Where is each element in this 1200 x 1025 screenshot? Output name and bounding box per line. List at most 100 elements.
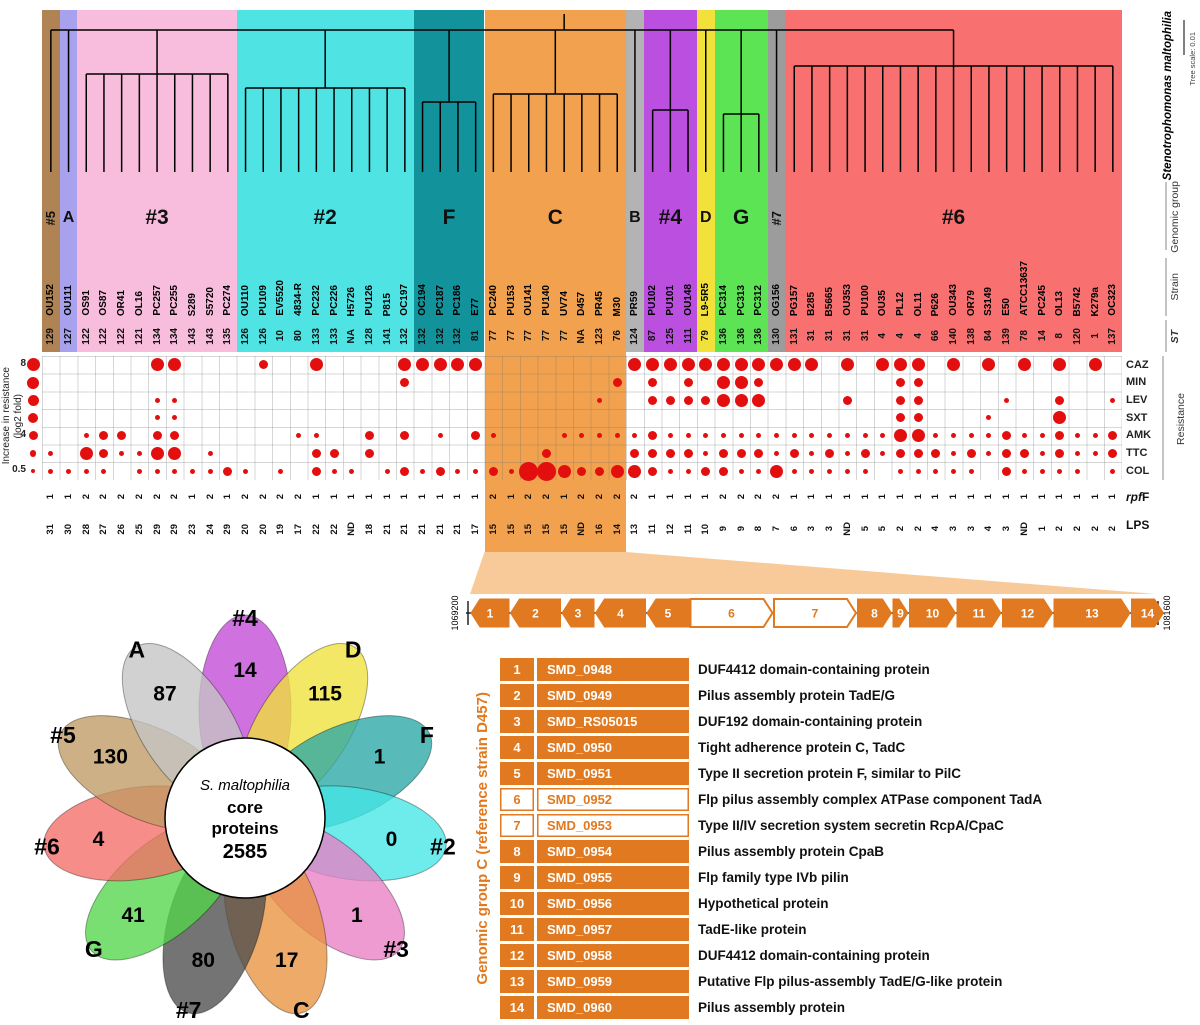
strain-label: PL12 (892, 244, 910, 316)
lps-value: ND (839, 512, 857, 546)
resistance-bubble (579, 433, 585, 439)
group-label-3: #3 (77, 183, 236, 253)
resistance-bubble (119, 450, 125, 456)
resistance-bubble (99, 431, 109, 441)
group-band-a (59, 10, 78, 352)
st-value-text: 77 (505, 330, 517, 342)
lps-value: ND (573, 512, 591, 546)
strain-name-text: OU148 (682, 284, 694, 316)
st-value: 126 (254, 318, 272, 354)
gene-arrow-6 (689, 598, 774, 628)
gene-row-12: 12 SMD_0958 DUF4412 domain-containing prot… (500, 944, 1196, 967)
gene-id: SMD_0955 (537, 866, 689, 889)
lps-value: 3 (821, 512, 839, 546)
resistance-bubble (152, 431, 162, 441)
gene-arrow-number: 8 (871, 607, 878, 621)
lps-value-text: 22 (310, 523, 322, 535)
rpf-value-text: 1 (310, 494, 322, 500)
resistance-bubble (895, 395, 905, 405)
resistance-bubble (150, 446, 164, 460)
rpf-value: 1 (697, 484, 715, 510)
rpf-value: 2 (201, 484, 219, 510)
lps-value-text: 18 (363, 523, 375, 535)
gene-id: SMD_0954 (537, 840, 689, 863)
resistance-bubble (844, 468, 850, 474)
lps-value: 9 (715, 512, 733, 546)
rpf-value-text: 1 (346, 494, 358, 500)
st-value: 31 (839, 318, 857, 354)
st-value: 143 (184, 318, 202, 354)
lps-value-text: 29 (169, 523, 181, 535)
antibiotic-label-col: COL (1126, 464, 1150, 477)
strain-label: PC226 (325, 244, 343, 316)
st-value: 122 (95, 318, 113, 354)
gene-row-6: 6 SMD_0952 Flp pilus assembly complex ATPa… (500, 788, 1196, 811)
resistance-bubble (1002, 466, 1012, 476)
rpf-value: 1 (502, 484, 520, 510)
strain-name-text: PC187 (434, 285, 446, 316)
resistance-bubble (809, 468, 815, 474)
resistance-bubble (1053, 358, 1067, 372)
strain-name-text: S289 (186, 292, 198, 316)
size-legend-dot (29, 450, 37, 457)
strain-label: L9-5R5 (697, 244, 715, 316)
st-value: 143 (201, 318, 219, 354)
resistance-bubble (66, 468, 72, 474)
rpf-value: 1 (980, 484, 998, 510)
strain-name-text: OC194 (417, 284, 429, 316)
gene-arrow-9 (892, 598, 909, 628)
st-value: 132 (431, 318, 449, 354)
rpf-value: 1 (909, 484, 927, 510)
rpf-value-text: 2 (523, 494, 535, 500)
lps-value: 9 (732, 512, 750, 546)
strain-label: ATCC13637 (1016, 244, 1034, 316)
rpf-value: 1 (803, 484, 821, 510)
lps-value: 29 (219, 512, 237, 546)
st-value: 140 (945, 318, 963, 354)
strain-label: S5720 (201, 244, 219, 316)
lps-value: 21 (449, 512, 467, 546)
group-label-text: D (699, 209, 712, 226)
resistance-bubble (400, 378, 410, 388)
resistance-bubble (968, 468, 974, 474)
petal-value-a: 87 (153, 682, 176, 705)
rpf-value-text: 1 (1001, 494, 1013, 500)
rpf-value-text: 2 (257, 494, 269, 500)
rpf-value-text: 1 (965, 494, 977, 500)
strain-label: P815 (378, 244, 396, 316)
rpf-value-text: 2 (629, 494, 641, 500)
st-value-text: NA (576, 328, 588, 344)
resistance-bubble (519, 461, 539, 481)
group-label-text: C (547, 206, 563, 229)
gene-arrow-number: 12 (1021, 607, 1035, 621)
lps-value: 2 (1069, 512, 1087, 546)
lps-value-text: 5 (859, 526, 871, 532)
strain-label: B285 (803, 244, 821, 316)
lps-value-text: 1 (1036, 526, 1048, 532)
rpf-value-text: 1 (806, 494, 818, 500)
rpf-value-text: 1 (664, 494, 676, 500)
rpf-value-text: 2 (204, 494, 216, 500)
resistance-bubble (136, 450, 142, 456)
rpf-value: 2 (148, 484, 166, 510)
rpf-value: 1 (874, 484, 892, 510)
st-value-text: 125 (664, 327, 676, 345)
petal-value-d: 115 (308, 682, 342, 705)
strain-label: PC187 (431, 244, 449, 316)
lps-value: 5 (874, 512, 892, 546)
gene-arrow-3 (561, 598, 595, 628)
resistance-bubble (1055, 431, 1065, 441)
resistance-bubble (895, 378, 905, 388)
rpf-value: 1 (839, 484, 857, 510)
lps-value: 30 (60, 512, 78, 546)
gene-id: SMD_0951 (537, 762, 689, 785)
resistance-bubble (805, 358, 819, 372)
resistance-bubble (756, 468, 762, 474)
resistance-bubble (83, 433, 89, 439)
gene-row-10: 10 SMD_0956 Hypothetical protein (500, 892, 1196, 915)
st-value-text: 10 (275, 330, 287, 342)
strain-name-text: PU102 (647, 285, 659, 316)
rpf-value-text: 2 (540, 494, 552, 500)
gene-row-9: 9 SMD_0955 Flp family type IVb pilin (500, 866, 1196, 889)
resistance-bubble (1057, 468, 1063, 474)
